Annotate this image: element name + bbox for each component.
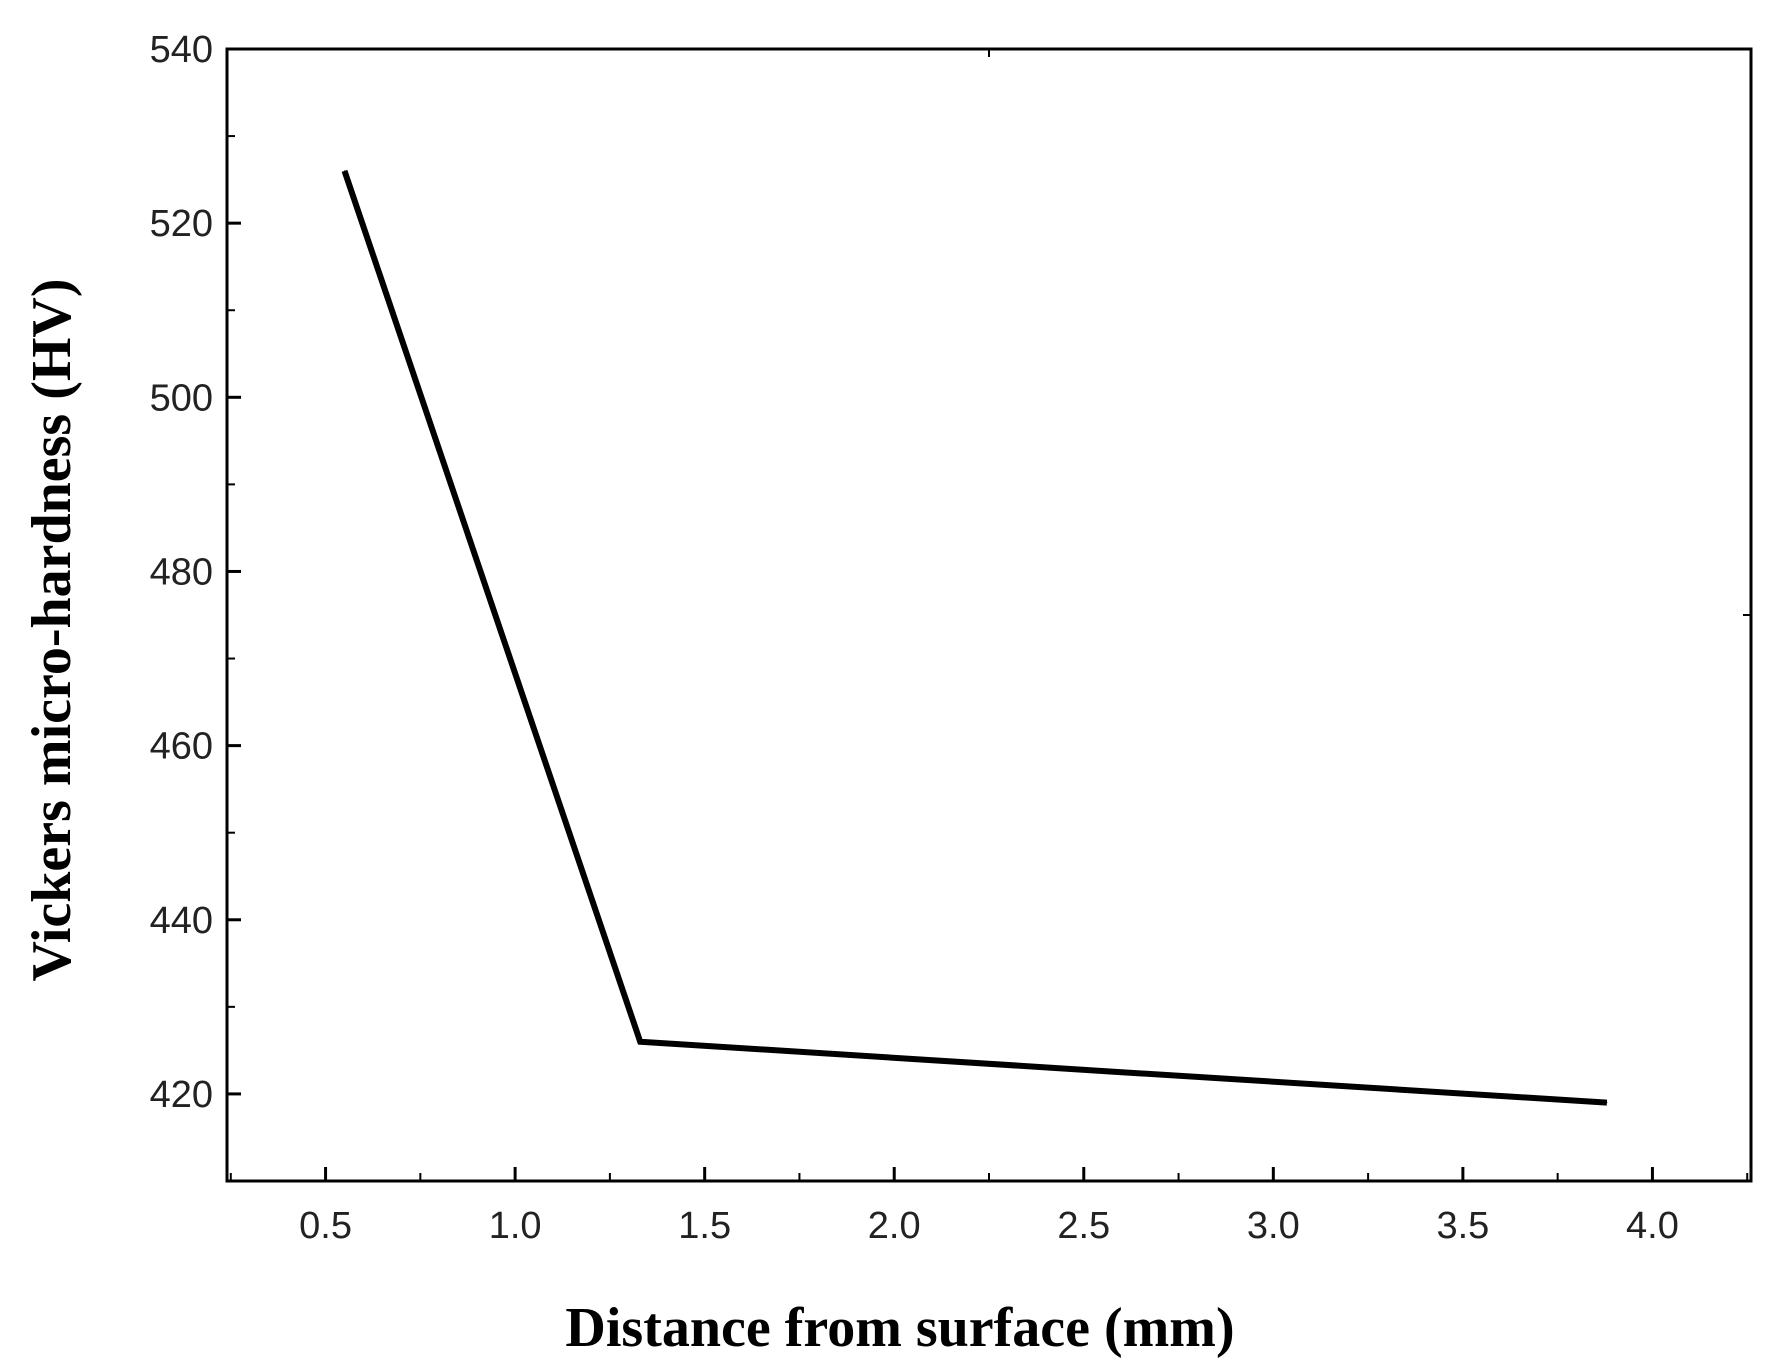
- data-point: [1121, 1071, 1123, 1073]
- series-line: [341, 169, 1608, 1106]
- y-axis-ticks: 420 440 460 480 500 520 540: [150, 29, 1751, 1182]
- plot-frame: [225, 47, 1753, 1183]
- data-point: [344, 170, 346, 172]
- y-tick-label: 540: [150, 29, 213, 71]
- data-point: [1606, 1102, 1608, 1104]
- x-tick-label: 0.5: [299, 1205, 352, 1247]
- x-axis-ticks: 0.5 1.0 1.5 2.0 2.5 3.0 3.5 4.0: [229, 49, 1749, 1247]
- y-axis-title: Vickers micro-hardness (HV): [21, 278, 83, 981]
- x-tick-label: 2.0: [868, 1205, 921, 1247]
- y-tick-label: 420: [150, 1074, 213, 1116]
- series-layer: [341, 169, 1608, 1106]
- x-tick-label: 3.0: [1247, 1205, 1300, 1247]
- data-point: [639, 1041, 641, 1043]
- y-tick-label: 480: [150, 551, 213, 593]
- y-tick-label: 460: [150, 726, 213, 768]
- x-axis-title: Distance from surface (mm): [565, 1297, 1234, 1359]
- y-tick-label: 500: [150, 377, 213, 419]
- x-tick-label: 1.5: [678, 1205, 731, 1247]
- y-tick-label: 520: [150, 203, 213, 245]
- x-tick-label: 2.5: [1057, 1205, 1110, 1247]
- x-tick-label: 4.0: [1626, 1205, 1679, 1247]
- x-tick-label: 3.5: [1436, 1205, 1489, 1247]
- y-tick-label: 440: [150, 900, 213, 942]
- x-tick-label: 1.0: [489, 1205, 542, 1247]
